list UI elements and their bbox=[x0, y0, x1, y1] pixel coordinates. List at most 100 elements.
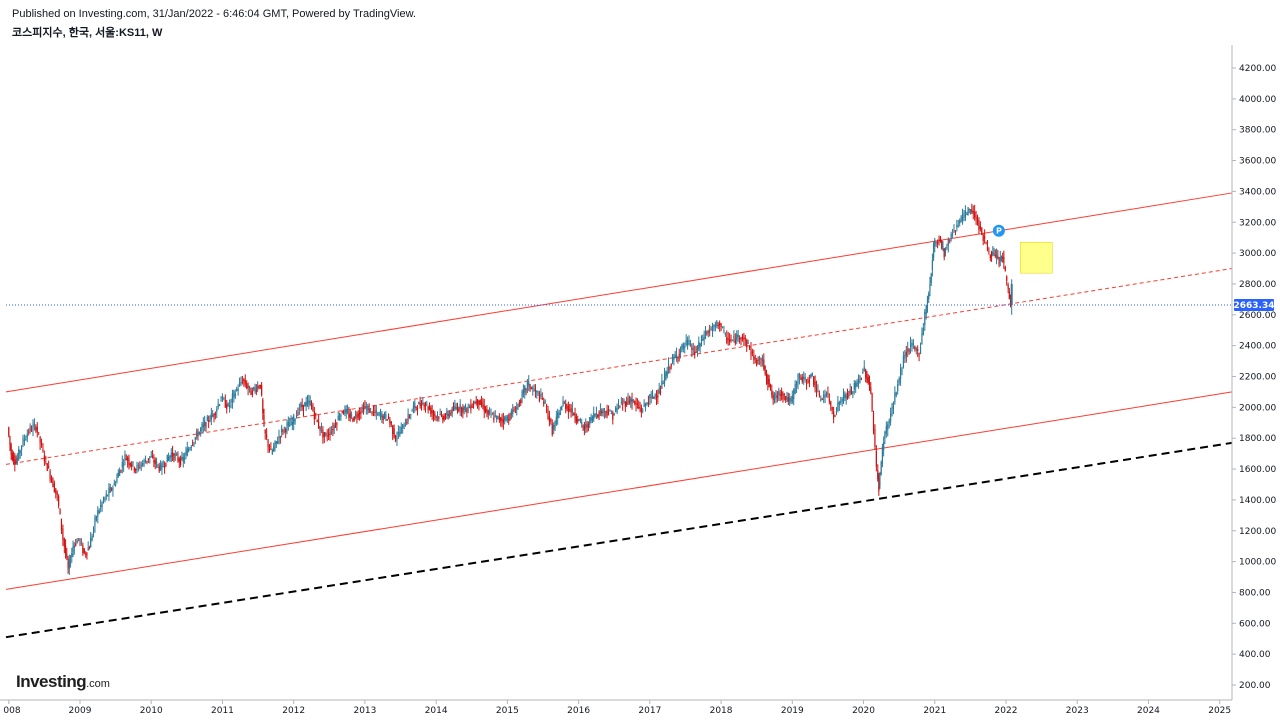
candle-body bbox=[892, 402, 895, 409]
candle-body bbox=[623, 400, 625, 403]
candle-body bbox=[147, 458, 149, 460]
candle-body bbox=[209, 420, 211, 422]
candle-body bbox=[140, 464, 142, 466]
candle-body bbox=[470, 404, 472, 410]
candle-body bbox=[953, 230, 955, 232]
candle-body bbox=[169, 455, 171, 459]
candle-body bbox=[818, 393, 820, 396]
candle-body bbox=[924, 311, 926, 326]
candle-body bbox=[628, 400, 630, 404]
candle-body bbox=[389, 419, 391, 423]
candle-body bbox=[941, 240, 943, 249]
candle-body bbox=[442, 416, 444, 420]
candle-body bbox=[379, 414, 382, 418]
candle-body bbox=[820, 399, 822, 401]
candle-body bbox=[603, 408, 606, 413]
candle-body bbox=[60, 518, 63, 530]
candle-body bbox=[312, 405, 314, 412]
pivot-marker bbox=[992, 224, 1005, 237]
candle-body bbox=[746, 339, 748, 347]
candle-body bbox=[346, 411, 349, 413]
candle-body bbox=[91, 535, 93, 540]
candle-body bbox=[821, 398, 823, 401]
candle-body bbox=[247, 385, 249, 389]
candle-body bbox=[696, 347, 699, 351]
candle-body bbox=[491, 414, 494, 416]
candle-body bbox=[297, 412, 299, 415]
candle-body bbox=[157, 464, 159, 466]
candle-body bbox=[669, 367, 671, 369]
candle-body bbox=[651, 393, 654, 398]
candle-body bbox=[1010, 283, 1013, 306]
candle-body bbox=[285, 429, 287, 433]
candle-body bbox=[989, 254, 991, 259]
candle-body bbox=[505, 419, 507, 422]
candle-body bbox=[439, 413, 441, 415]
candle-body bbox=[883, 442, 885, 451]
candle-body bbox=[105, 493, 107, 497]
candle-body bbox=[781, 391, 783, 396]
candle-body bbox=[112, 487, 114, 490]
symbol-title[interactable]: 코스피지수, 한국, 서울:KS11, W bbox=[12, 27, 163, 39]
candle-body bbox=[55, 488, 57, 494]
y-tick-label: 3600.00 bbox=[1239, 157, 1276, 167]
candle-body bbox=[221, 395, 224, 400]
highlight-box bbox=[1019, 242, 1053, 274]
candle-body bbox=[951, 233, 954, 235]
candle-body bbox=[793, 389, 795, 400]
candle-body bbox=[493, 417, 495, 421]
candle-body bbox=[181, 456, 183, 460]
candle-body bbox=[805, 382, 808, 385]
candle-body bbox=[508, 419, 510, 421]
candle-body bbox=[283, 427, 285, 429]
candle-body bbox=[257, 386, 259, 389]
candle-body bbox=[475, 401, 477, 404]
candle-body bbox=[917, 348, 919, 352]
candle-body bbox=[305, 401, 307, 407]
candle-body bbox=[95, 516, 97, 521]
candle-body bbox=[710, 328, 712, 331]
candle-body bbox=[899, 368, 902, 380]
candle-body bbox=[68, 558, 70, 570]
candle-body bbox=[929, 283, 931, 292]
candle-body bbox=[720, 323, 722, 327]
candle-body bbox=[786, 398, 788, 400]
candle-body bbox=[616, 407, 618, 413]
candle-body bbox=[688, 340, 690, 345]
candle-body bbox=[824, 394, 826, 398]
candle-body bbox=[865, 369, 867, 378]
candle-body bbox=[789, 397, 791, 402]
candle-body bbox=[849, 389, 851, 394]
candle-body bbox=[86, 552, 88, 555]
candle-body bbox=[82, 544, 84, 554]
candle-body bbox=[881, 447, 884, 465]
candle-body bbox=[423, 404, 425, 407]
candle-body bbox=[71, 552, 73, 558]
candle-body bbox=[506, 416, 508, 420]
candle-body bbox=[586, 426, 588, 428]
x-axis[interactable]: 008 2009 2010 2011 2012 2013 2014 2015 2016 2017 2… bbox=[3, 700, 1231, 716]
candle-body bbox=[915, 348, 917, 351]
candle-body bbox=[563, 402, 565, 404]
candle-body bbox=[365, 407, 367, 409]
candle-body bbox=[935, 241, 937, 244]
candle-body bbox=[330, 431, 333, 434]
candle-body bbox=[1003, 256, 1005, 264]
candle-body bbox=[83, 548, 85, 554]
candle-body bbox=[159, 464, 162, 470]
candle-body bbox=[246, 383, 248, 389]
candle-body bbox=[397, 431, 400, 435]
candle-body bbox=[711, 324, 714, 332]
candle-body bbox=[571, 407, 573, 413]
candle-body bbox=[949, 240, 951, 242]
candle-body bbox=[430, 407, 432, 414]
candle-body bbox=[649, 394, 651, 399]
candle-body bbox=[238, 382, 241, 386]
candle-body bbox=[967, 206, 969, 215]
investing-logo[interactable]: Investing.com bbox=[16, 672, 110, 692]
candle-body bbox=[846, 394, 849, 396]
y-axis[interactable]: 200.00 400.00 600.00 800.00 1000.00 1200.00 14… bbox=[1232, 64, 1276, 691]
candle-body bbox=[340, 414, 342, 418]
candle-body bbox=[204, 420, 206, 427]
